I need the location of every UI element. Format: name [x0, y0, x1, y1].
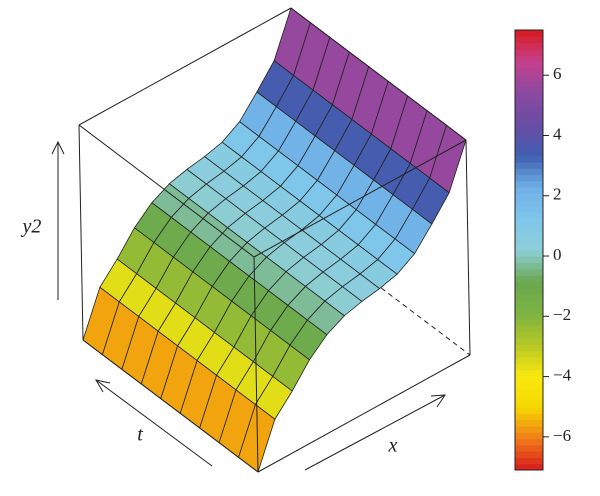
colorbar-band	[515, 319, 543, 326]
colorbar-band	[515, 275, 543, 282]
colorbar-band	[515, 438, 543, 446]
colorbar-band	[515, 451, 543, 458]
colorbar-band	[515, 237, 543, 245]
colorbar-band	[515, 42, 543, 50]
y-arrow-head	[51, 140, 65, 155]
colorbar-band	[515, 80, 543, 88]
x-axis-label: x	[388, 435, 398, 457]
colorbar-band	[515, 394, 543, 402]
colorbar-band	[515, 118, 543, 125]
colorbar-band	[515, 206, 543, 213]
colorbar-frame	[514, 29, 544, 471]
colorbar-band	[515, 168, 543, 176]
x-arrow	[304, 394, 446, 471]
colorbar-band	[515, 136, 543, 144]
colorbar-band	[515, 306, 543, 314]
colorbar-band	[515, 149, 543, 157]
colorbar-band	[515, 199, 543, 207]
colorbar-band	[515, 99, 543, 106]
box-front	[78, 7, 471, 473]
colorbar-band	[515, 400, 543, 408]
box-edge	[82, 339, 259, 473]
t-arrow-head	[94, 379, 111, 393]
colorbar-band	[515, 231, 543, 238]
colorbar-band	[515, 432, 543, 440]
colorbar-band	[515, 130, 543, 138]
box-edge	[290, 7, 467, 141]
colorbar-tick-label: −2	[553, 305, 571, 324]
colorbar-band	[515, 256, 543, 264]
colorbar-band	[515, 426, 543, 433]
colorbar-band	[515, 407, 543, 414]
colorbar-band	[515, 155, 543, 163]
colorbar-band	[515, 105, 543, 113]
colorbar-band	[515, 174, 543, 182]
colorbar-band	[515, 413, 543, 421]
colorbar-tick-label: 0	[553, 245, 562, 264]
surface	[82, 7, 467, 473]
colorbar-band	[515, 350, 543, 358]
colorbar-band	[515, 36, 543, 44]
box-edge	[257, 354, 471, 473]
colorbar-band	[515, 55, 543, 62]
colorbar-band	[515, 124, 543, 132]
colorbar-band	[515, 375, 543, 383]
colorbar-tick-label: 2	[553, 185, 562, 204]
colorbar-band	[515, 463, 543, 471]
box-edge	[253, 256, 259, 473]
colorbar: −6 −4 −2 0 2 4 6	[514, 29, 572, 471]
colorbar-band	[515, 268, 543, 276]
colorbar-band	[515, 218, 543, 226]
colorbar-band	[515, 250, 543, 257]
colorbar-band	[515, 444, 543, 452]
colorbar-band	[515, 262, 543, 270]
colorbar-band	[515, 143, 543, 150]
colorbar-band	[515, 338, 543, 345]
colorbar-band	[515, 48, 543, 56]
colorbar-band	[515, 419, 543, 427]
colorbar-band	[515, 388, 543, 396]
colorbar-band	[515, 74, 543, 81]
t-arrow	[95, 379, 213, 467]
colorbar-tick-label: −6	[553, 426, 571, 445]
colorbar-band	[515, 111, 543, 119]
box-edge	[78, 7, 292, 126]
colorbar-tick-label: 4	[553, 124, 562, 143]
colorbar-band	[515, 363, 543, 370]
colorbar-band	[515, 224, 543, 232]
colorbar-band	[515, 67, 543, 75]
colorbar-band	[515, 312, 543, 320]
colorbar-band	[515, 212, 543, 220]
colorbar-band	[515, 187, 543, 194]
x-arrow-head	[430, 394, 446, 408]
colorbar-band	[515, 344, 543, 352]
box-edge	[253, 139, 467, 258]
colorbar-band	[515, 356, 543, 364]
t-axis-label: t	[137, 424, 143, 446]
colorbar-band	[515, 369, 543, 377]
colorbar-band	[515, 92, 543, 100]
colorbar-band	[515, 325, 543, 333]
colorbar-band	[515, 86, 543, 94]
box-edge	[465, 139, 471, 356]
colorbar-tick-label: 6	[553, 64, 562, 83]
colorbar-band	[515, 162, 543, 169]
colorbar-band	[515, 180, 543, 188]
colorbar-band	[515, 61, 543, 69]
colorbar-band	[515, 294, 543, 301]
colorbar-band	[515, 30, 543, 37]
colorbar-band	[515, 243, 543, 251]
colorbar-band	[515, 382, 543, 389]
y-axis-label: y2	[21, 216, 42, 238]
colorbar-band	[515, 281, 543, 289]
colorbar-band	[515, 193, 543, 201]
colorbar-band	[515, 331, 543, 339]
colorbar-band	[515, 457, 543, 465]
colorbar-band	[515, 300, 543, 308]
box-edge	[78, 124, 255, 258]
box-edge	[78, 124, 84, 341]
colorbar-band	[515, 287, 543, 295]
colorbar-tick-label: −4	[553, 365, 572, 384]
